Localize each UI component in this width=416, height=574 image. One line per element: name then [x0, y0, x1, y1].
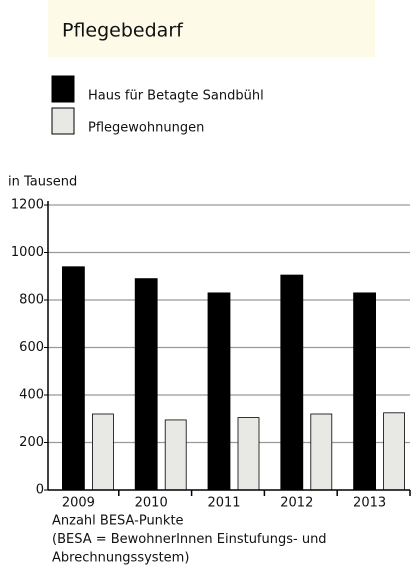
y-tick-label: 200: [19, 435, 44, 450]
y-tick-label: 400: [19, 388, 44, 403]
y-tick-label: 800: [19, 293, 44, 308]
bar: [134, 278, 158, 491]
bar: [207, 292, 231, 491]
x-tick-label: 2013: [353, 496, 386, 511]
bar: [383, 412, 406, 491]
bar: [92, 413, 114, 491]
legend-swatch: [51, 75, 75, 103]
bar: [62, 266, 85, 491]
bar: [237, 417, 260, 491]
note: Anzahl BESA-Punkte: [52, 514, 184, 529]
legend-label: Haus für Betagte Sandbühl: [88, 89, 264, 104]
y-tick-label: 0: [36, 483, 44, 498]
note: (BESA = BewohnerInnen Einstufungs- und: [52, 532, 327, 547]
bar: [164, 419, 187, 491]
y-unit: in Tausend: [8, 175, 77, 190]
x-tick-label: 2011: [207, 496, 240, 511]
bar: [353, 292, 377, 491]
y-tick-label: 1000: [11, 245, 44, 260]
x-tick-label: 2009: [62, 496, 95, 511]
y-tick-label: 1200: [11, 198, 44, 213]
legend-swatch: [51, 107, 75, 135]
bar: [280, 274, 304, 491]
x-tick-label: 2010: [135, 496, 168, 511]
title-box: [48, 0, 375, 57]
bar: [310, 413, 333, 491]
note: Abrechnungssystem): [52, 551, 189, 566]
chart-title: Pflegebedarf: [62, 20, 184, 42]
y-tick-label: 600: [19, 340, 44, 355]
legend-label: Pflegewohnungen: [88, 121, 204, 136]
x-tick-label: 2012: [280, 496, 313, 511]
